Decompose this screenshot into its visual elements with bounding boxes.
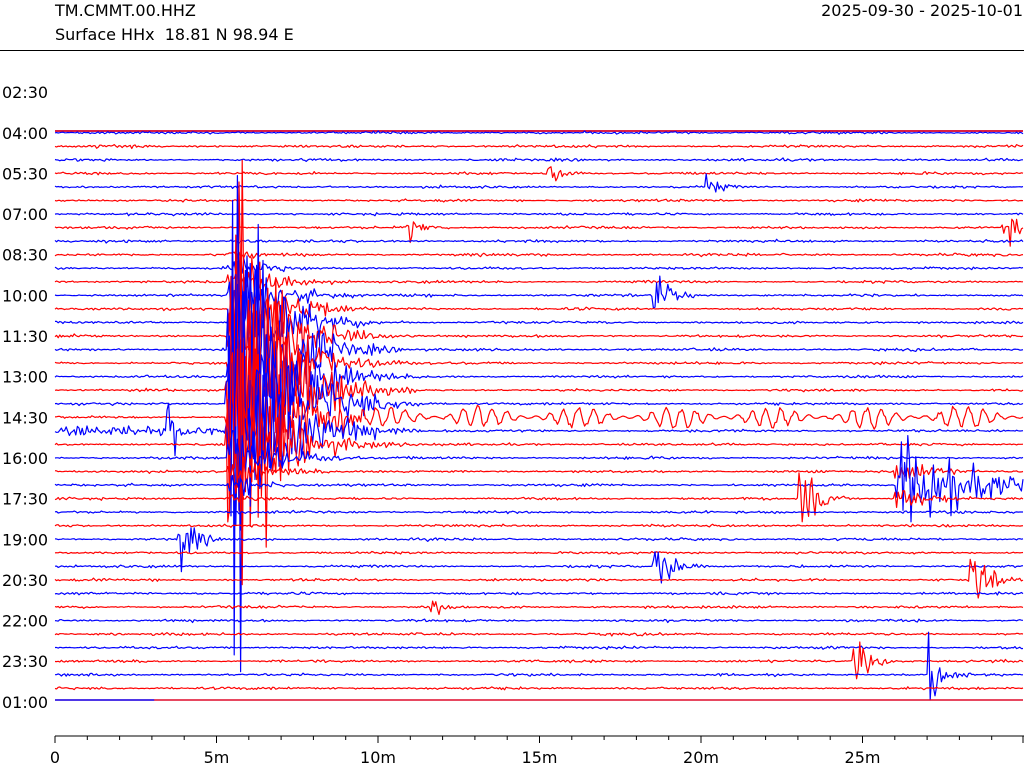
trace-row-27	[54, 328, 1024, 548]
x-axis: 0 5m 10m 15m 20m 25m	[50, 735, 1024, 767]
trace-row-46	[54, 631, 1023, 701]
trace-row-37	[54, 550, 1024, 555]
trace-row-43	[54, 632, 1024, 637]
trace-row-21	[54, 181, 1024, 443]
y-tick-label: 14:30	[2, 408, 48, 427]
x-tick-label: 15m	[522, 748, 558, 767]
trace-row-9	[54, 166, 1024, 182]
x-tick-label: 0	[50, 748, 60, 767]
y-tick-label: 10:00	[2, 286, 48, 305]
trace-row-45	[54, 641, 1024, 680]
trace-row-17	[54, 251, 1023, 300]
trace-row-7	[54, 144, 1024, 150]
trace-row-13	[54, 218, 1024, 247]
trace-row-16	[54, 258, 1024, 274]
y-tick-label: 17:30	[2, 490, 48, 509]
trace-row-40	[54, 591, 1024, 596]
trace-layer	[54, 130, 1024, 701]
trace-row-25	[54, 234, 1024, 586]
trace-row-28	[54, 291, 1024, 531]
trace-row-44	[55, 645, 1024, 650]
y-tick-label: 01:00	[2, 693, 48, 712]
x-tick-label: 25m	[845, 748, 881, 767]
trace-row-31	[54, 456, 1024, 494]
trace-row-29	[54, 352, 1024, 514]
trace-row-35	[54, 523, 1024, 528]
trace-row-15	[54, 251, 1024, 259]
trace-row-6	[54, 130, 1024, 135]
trace-row-20	[55, 262, 1024, 389]
trace-row-14	[54, 238, 1024, 244]
station-subtitle: Surface HHx 18.81 N 98.94 E	[55, 25, 294, 44]
x-tick-label: 20m	[683, 748, 719, 767]
trace-row-42	[54, 618, 1024, 624]
y-tick-label: 04:00	[2, 124, 48, 143]
trace-row-34	[54, 509, 1023, 515]
trace-row-23	[54, 159, 1024, 527]
y-axis: 02:30 04:00 05:30 07:00 08:30 10:00 11:30 13:00…	[2, 83, 48, 712]
y-tick-label: 22:00	[2, 612, 48, 631]
y-tick-label: 02:30	[2, 83, 48, 102]
trace-row-12	[54, 212, 1024, 217]
trace-row-24	[54, 223, 1024, 673]
y-tick-label: 07:00	[2, 205, 48, 224]
y-tick-label: 20:30	[2, 571, 48, 590]
y-tick-label: 11:30	[2, 327, 48, 346]
trace-row-8	[54, 157, 1023, 162]
trace-row-41	[54, 600, 1024, 616]
y-tick-label: 08:30	[2, 246, 48, 265]
trace-row-32	[54, 435, 1024, 523]
y-tick-label: 05:30	[2, 164, 48, 183]
y-tick-label: 19:00	[2, 530, 48, 549]
trace-row-19	[54, 257, 1024, 356]
trace-row-33	[54, 472, 1024, 523]
trace-row-11	[54, 198, 1024, 203]
station-id: TM.CMMT.00.HHZ	[55, 1, 196, 20]
trace-row-38	[54, 551, 1024, 584]
y-tick-label: 23:30	[2, 652, 48, 671]
y-tick-label: 13:00	[2, 368, 48, 387]
trace-row-26	[54, 199, 1024, 656]
date-range: 2025-09-30 - 2025-10-01	[821, 1, 1023, 20]
trace-row-36	[54, 527, 1024, 573]
trace-row-18	[54, 258, 1024, 323]
y-tick-label: 16:00	[2, 449, 48, 468]
trace-row-30	[54, 430, 1024, 483]
trace-row-10	[54, 173, 1024, 193]
trace-row-47	[54, 686, 1024, 691]
x-tick-label: 5m	[204, 748, 230, 767]
header-divider	[0, 50, 1024, 51]
trace-row-22	[54, 175, 1024, 517]
x-tick-label: 10m	[360, 748, 396, 767]
trace-row-39	[54, 558, 1024, 599]
